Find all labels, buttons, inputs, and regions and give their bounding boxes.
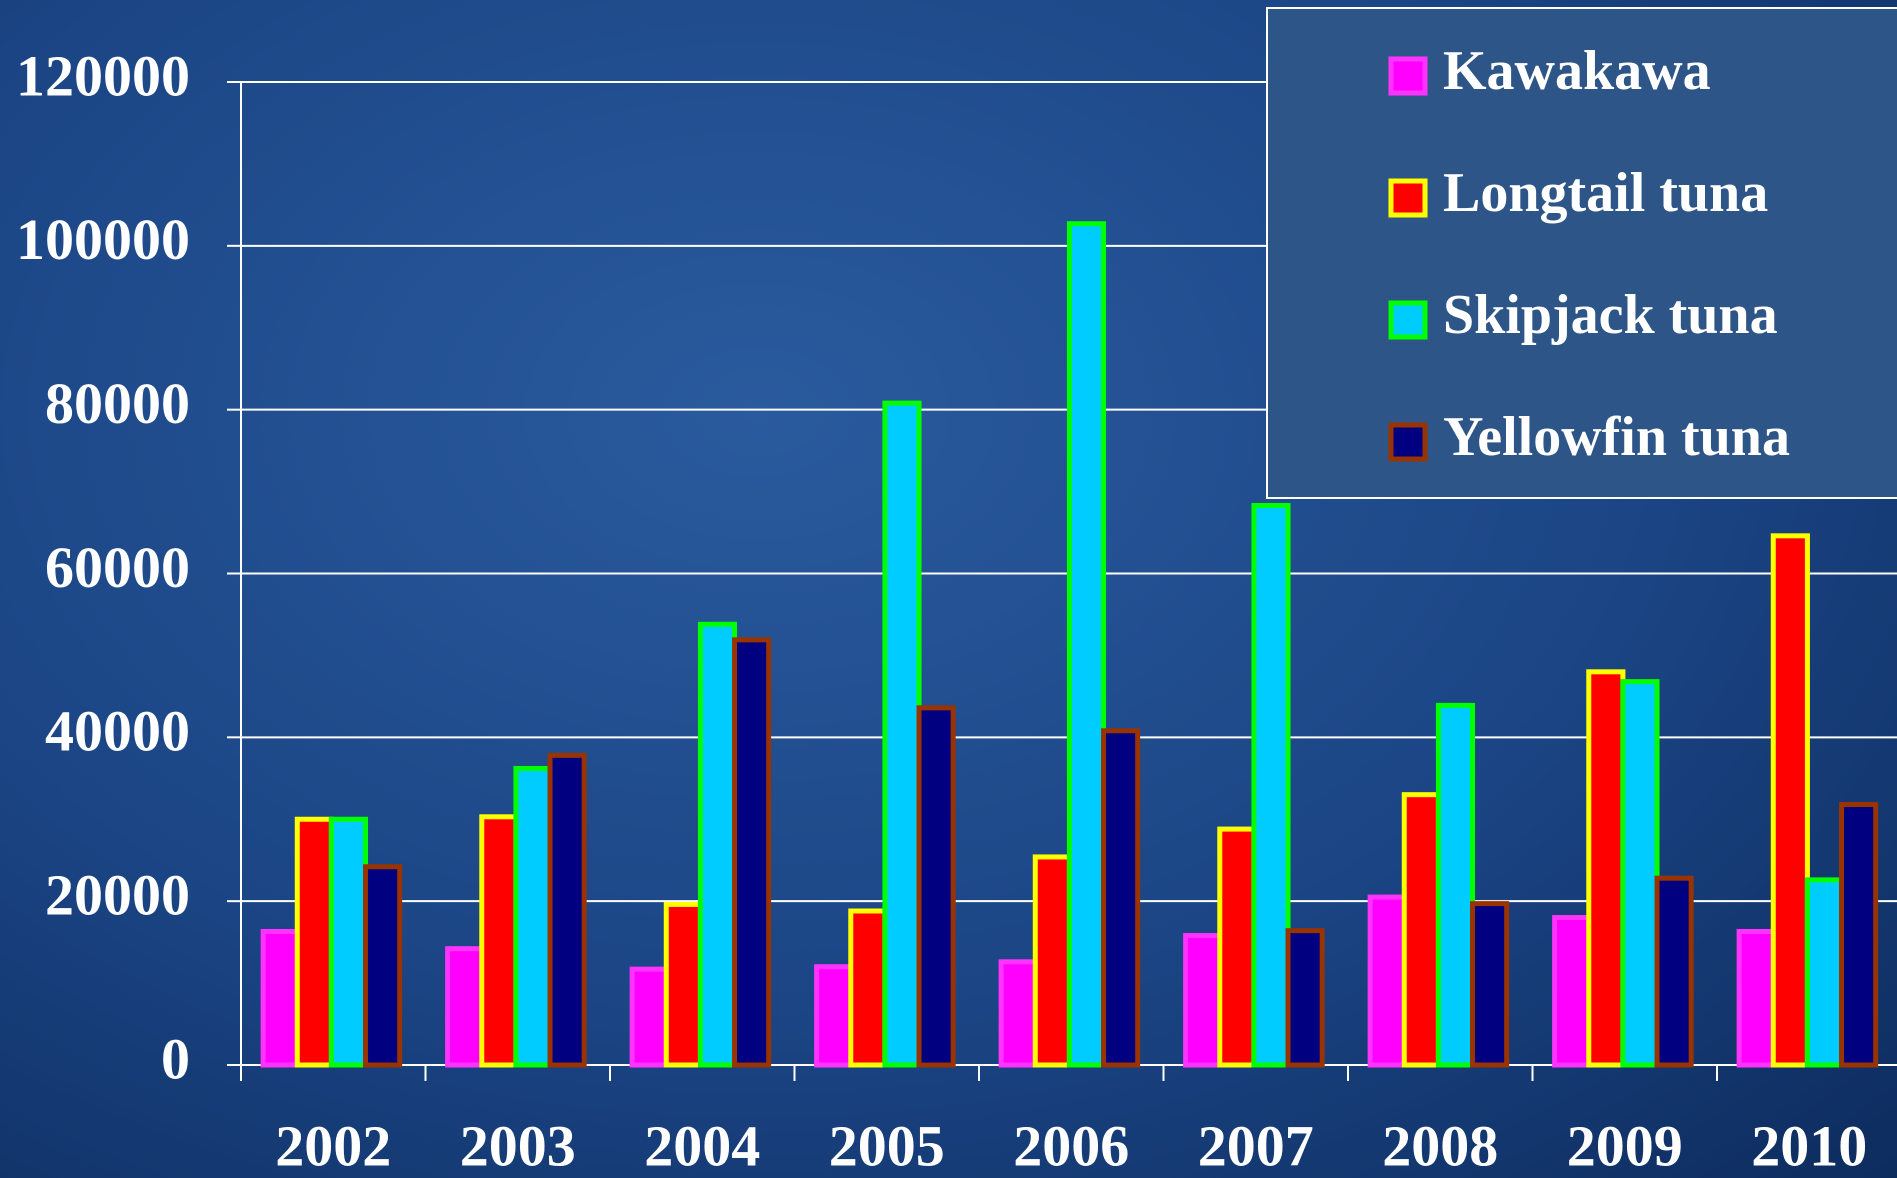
bar [814,964,854,1068]
bar [998,959,1038,1068]
x-tick-label: 2004 [644,1113,760,1178]
y-tick-label: 120000 [16,43,190,108]
bar [1804,877,1845,1068]
bar [629,966,669,1068]
bar [848,908,888,1068]
bar [479,814,519,1068]
x-tick-label: 2003 [460,1113,576,1178]
bar [1620,679,1660,1068]
bar [363,864,403,1068]
bar [1736,928,1776,1068]
y-tick-label: 100000 [16,207,190,272]
bar [732,637,772,1068]
legend-swatch [1388,56,1428,96]
legend-label: Skipjack tuna [1443,284,1778,346]
bar [513,765,553,1068]
bar [328,816,369,1068]
x-tick-label: 2005 [829,1113,945,1178]
bar [1839,802,1879,1068]
x-tick-label: 2010 [1751,1113,1867,1178]
y-tick-label: 20000 [45,862,190,927]
legend-label: Yellowfin tuna [1443,406,1790,468]
bar [697,621,738,1068]
x-tick-label: 2008 [1382,1113,1498,1178]
legend-label: Kawakawa [1443,40,1711,102]
bar [1401,792,1441,1068]
bar [1183,933,1223,1068]
bar [1251,503,1291,1068]
bar [1066,221,1107,1068]
x-tick-label: 2007 [1198,1113,1314,1178]
y-tick-label: 60000 [45,535,190,600]
bar [260,928,300,1068]
legend-label: Longtail tuna [1443,162,1768,224]
x-tick-label: 2009 [1567,1113,1683,1178]
bar [1101,728,1141,1068]
legend-swatch [1388,300,1428,340]
y-tick-label: 40000 [45,699,190,764]
legend-box [1266,7,1897,499]
bar [882,400,922,1068]
bar [1770,533,1810,1068]
bar [1032,854,1072,1068]
bar [1470,901,1510,1068]
bar [1552,915,1592,1068]
bar [916,705,956,1068]
x-tick-label: 2006 [1013,1113,1129,1178]
bar [1586,669,1626,1068]
bar [547,752,587,1068]
bar [445,946,485,1068]
bar [1217,826,1257,1068]
bar [1435,702,1476,1068]
y-tick-label: 80000 [45,371,190,436]
legend-swatch [1388,422,1428,462]
bar [294,816,334,1068]
x-tick-label: 2002 [275,1113,391,1178]
bar [1285,928,1325,1068]
bar [1654,875,1694,1068]
bar [1367,894,1407,1068]
y-tick-label: 0 [161,1026,190,1091]
legend-swatch [1388,178,1428,218]
bar [663,901,703,1068]
